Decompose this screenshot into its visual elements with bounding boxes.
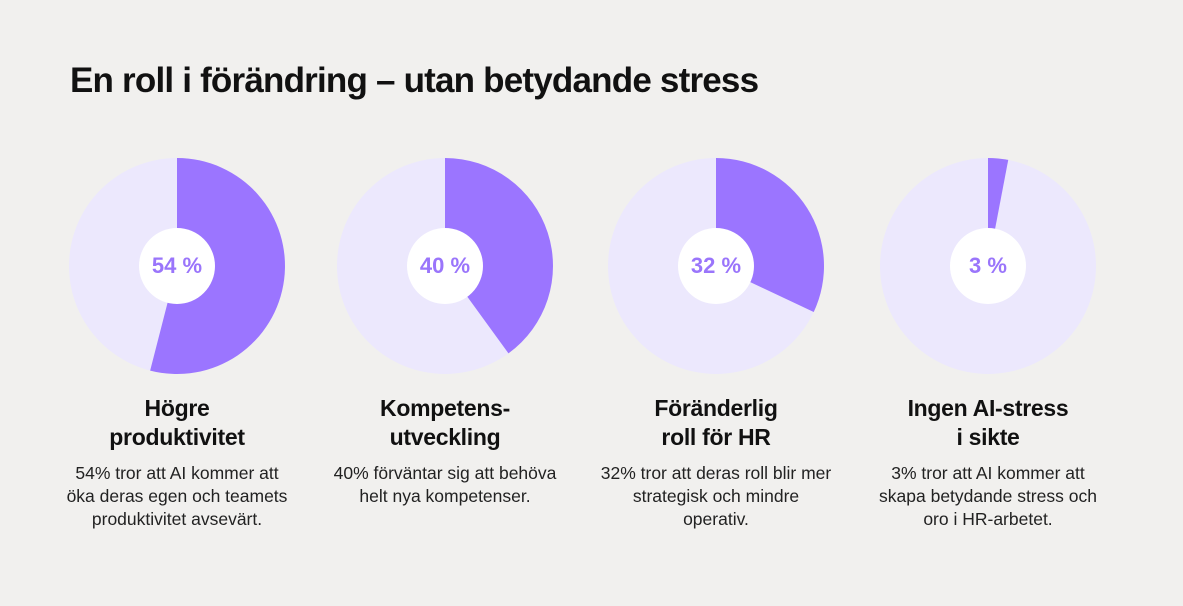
card-description: 32% tror att deras roll blir mer strateg… <box>600 463 832 529</box>
pie-slice <box>445 158 553 354</box>
pie-svg <box>608 158 824 374</box>
data-label: 32 % <box>690 253 742 278</box>
card-heading: Ingen AI-stress i sikte <box>907 395 1069 450</box>
stat-card-skills: 40 % Kompetens- utveckling 40% förväntar… <box>309 156 581 508</box>
card-description: 3% tror att AI kommer att skapa betydand… <box>879 463 1097 529</box>
pie-slice <box>150 158 285 374</box>
pie-hub <box>950 228 1026 304</box>
pie-chart: 54 % <box>67 156 287 376</box>
card-description: 40% förväntar sig att behöva helt nya ko… <box>333 463 557 506</box>
card-description: 54% tror att AI kommer att öka deras ege… <box>66 463 288 529</box>
pie-chart: 3 % <box>878 156 1098 376</box>
card-heading: Kompetens- utveckling <box>380 395 510 450</box>
stat-card-stress: 3 % Ingen AI-stress i sikte 3% tror att … <box>852 156 1124 531</box>
data-label: 40 % <box>419 253 471 278</box>
pie-chart: 32 % <box>606 156 826 376</box>
page-title: En roll i förändring – utan betydande st… <box>70 61 759 100</box>
pie-hub <box>139 228 215 304</box>
pie-svg <box>880 158 1096 374</box>
pie-hub <box>407 228 483 304</box>
data-label: 54 % <box>151 253 203 278</box>
pie-svg <box>69 158 285 374</box>
pie-hub <box>678 228 754 304</box>
pie-chart: 40 % <box>335 156 555 376</box>
pie-svg <box>337 158 553 374</box>
data-label: 3 % <box>969 253 1007 278</box>
stat-card-productivity: 54 % Högre produktivitet 54% tror att AI… <box>41 156 313 531</box>
stat-card-role: 32 % Föränderlig roll för HR 32% tror at… <box>580 156 852 531</box>
card-heading: Högre produktivitet <box>109 395 245 450</box>
card-heading: Föränderlig roll för HR <box>654 395 778 450</box>
